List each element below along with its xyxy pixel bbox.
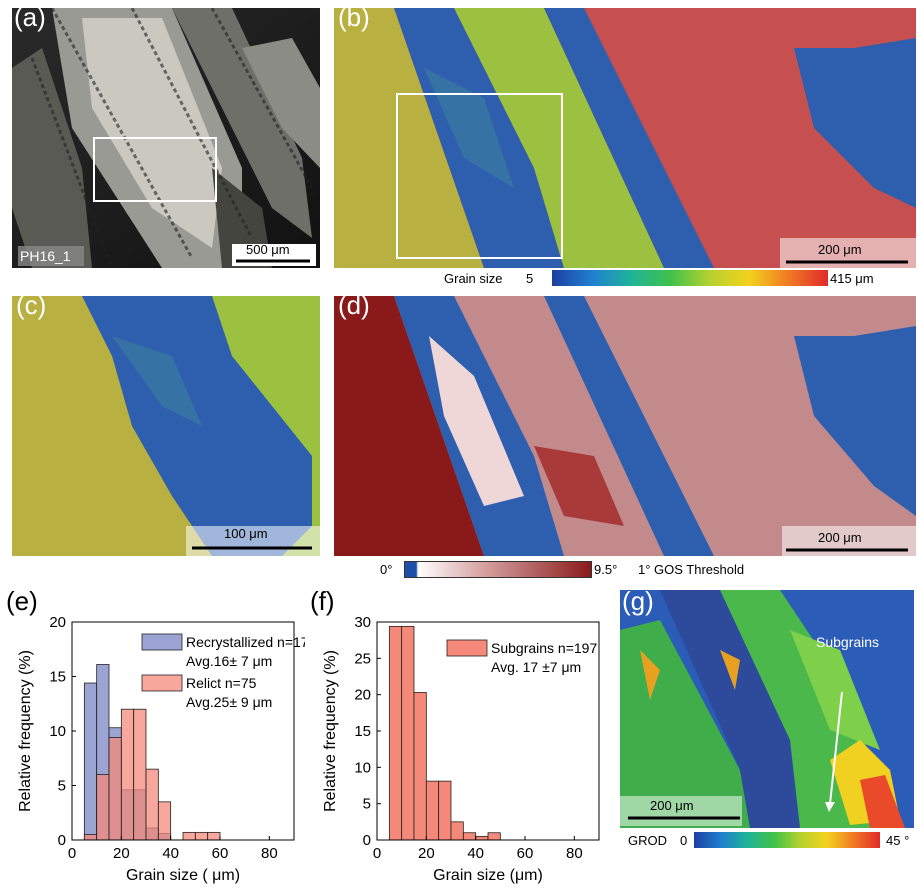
histogram-bar (207, 831, 221, 841)
gos-colorbar: 0° 9.5° 1° GOS Threshold (380, 560, 800, 578)
panel-label-b: (b) (338, 2, 370, 32)
x-axis-label: Grain size (μm) (433, 867, 543, 884)
scalebar-b-label: 200 μm (818, 242, 862, 257)
histogram-bar (475, 835, 489, 841)
y-tick-label: 15 (49, 669, 66, 686)
x-axis-label: Grain size ( μm) (126, 867, 240, 884)
x-tick-label: 80 (566, 845, 583, 862)
histogram-bar (83, 834, 98, 841)
micrograph-image (12, 7, 320, 269)
grain-size-map (334, 8, 916, 268)
legend-series-name: Recrystallized n=174 (186, 634, 305, 650)
grain-size-colorbar: Grain size 5 415 μm (434, 270, 914, 288)
y-tick-label: 5 (58, 778, 66, 795)
histogram-bar (413, 692, 427, 841)
histogram-bar (462, 832, 477, 841)
histogram-bar (450, 821, 464, 841)
grain-size-gradient (552, 270, 828, 286)
legend-swatch (141, 633, 183, 651)
sample-label: PH16_1 (20, 248, 71, 264)
grain-size-colorbar-min: 5 (526, 271, 534, 286)
subgrains-annotation: Subgrains (816, 634, 880, 650)
gos-map (334, 296, 916, 556)
histogram-bar (182, 831, 196, 841)
x-tick-label: 20 (418, 845, 435, 862)
histogram-e: 0 20 40 60 80 0 5 10 15 20 Grain size ( μm) Relativ… (17, 614, 305, 884)
legend-series-name: Relict n=75 (186, 675, 257, 691)
histogram-bar (425, 780, 440, 841)
panel-label-g: (g) (622, 586, 654, 616)
gos-threshold-label: 1° GOS Threshold (638, 562, 745, 577)
legend-series-name: Subgrains n=197 (491, 640, 597, 656)
y-tick-label: 0 (363, 832, 371, 849)
y-tick-label: 5 (363, 796, 371, 813)
y-tick-label: 15 (354, 723, 371, 740)
scalebar-d-label: 200 μm (818, 530, 862, 545)
x-tick-label: 80 (261, 845, 278, 862)
grod-map (620, 590, 914, 828)
grod-colorbar: GROD 0 45 ° (628, 832, 916, 850)
scalebar-c-label: 100 μm (224, 526, 268, 541)
grod-colorbar-max: 45 ° (886, 833, 910, 848)
grod-gradient (694, 832, 880, 848)
histogram-bar (157, 801, 172, 841)
gos-gradient (404, 561, 592, 578)
histogram-bar (96, 774, 110, 841)
grain-size-colorbar-max: 415 μm (830, 271, 874, 286)
panel-c-zoom-map: (c) 100 μm (12, 290, 320, 556)
histogram-bar (388, 625, 403, 841)
histogram-bar (438, 780, 452, 841)
y-tick-label: 20 (49, 614, 66, 631)
x-tick-label: 60 (212, 845, 229, 862)
grod-colorbar-title: GROD (628, 833, 667, 848)
zoom-box-b (396, 93, 563, 259)
panel-label-a: (a) (14, 2, 46, 32)
y-tick-label: 10 (49, 723, 66, 740)
panel-d-gos-map: (d) 200 μm (334, 290, 916, 556)
histogram-bar (133, 708, 147, 841)
x-tick-label: 40 (162, 845, 179, 862)
y-tick-label: 0 (58, 832, 66, 849)
gos-colorbar-max: 9.5° (594, 562, 618, 577)
panel-label-c: (c) (16, 290, 47, 320)
zoom-grain-map (12, 296, 320, 556)
histogram-bar (487, 832, 501, 841)
legend-series-average: Avg.25± 9 μm (186, 694, 272, 710)
y-tick-label: 25 (354, 650, 371, 667)
scalebar-g-label: 200 μm (650, 798, 694, 813)
histogram-bar (83, 682, 98, 841)
gos-colorbar-min: 0° (380, 562, 393, 577)
y-axis-label: Relative frequency (%) (17, 650, 34, 812)
zoom-box (93, 137, 217, 202)
x-tick-label: 40 (467, 845, 484, 862)
grod-colorbar-min: 0 (680, 833, 688, 848)
y-tick-label: 20 (354, 687, 371, 704)
legend-swatch (446, 639, 488, 657)
x-tick-label: 20 (113, 845, 130, 862)
histogram-bar (120, 708, 135, 841)
panel-label-f: (f) (310, 586, 335, 616)
y-tick-label: 30 (354, 614, 371, 631)
histogram-bar (401, 625, 415, 841)
x-tick-label: 60 (517, 845, 534, 862)
scalebar-a-label: 500 μm (246, 242, 290, 257)
grain-size-colorbar-title: Grain size (444, 271, 503, 286)
histogram-f: 0 20 40 60 80 0 5 10 15 20 25 30 Grain size (μm) Rela… (322, 614, 600, 884)
legend-series-average: Avg.16± 7 μm (186, 653, 272, 669)
legend-series-average: Avg. 17 ±7 μm (491, 659, 581, 675)
panel-label-d: (d) (338, 290, 370, 320)
x-tick-label: 0 (68, 845, 76, 862)
panel-b-grain-map: (b) 200 μm (334, 2, 916, 268)
x-tick-label: 0 (373, 845, 381, 862)
y-axis-label: Relative frequency (%) (322, 650, 339, 812)
y-tick-label: 10 (354, 759, 371, 776)
histogram-bar (108, 737, 122, 841)
histogram-bar (194, 831, 209, 841)
panel-a-micrograph: (a) PH16_1 500 μm (12, 2, 320, 269)
histogram-bar (145, 768, 159, 841)
legend-swatch (141, 674, 183, 692)
panel-g-grod-map: (g) Subgrains 200 μm (620, 586, 914, 828)
panel-label-e: (e) (6, 586, 38, 616)
